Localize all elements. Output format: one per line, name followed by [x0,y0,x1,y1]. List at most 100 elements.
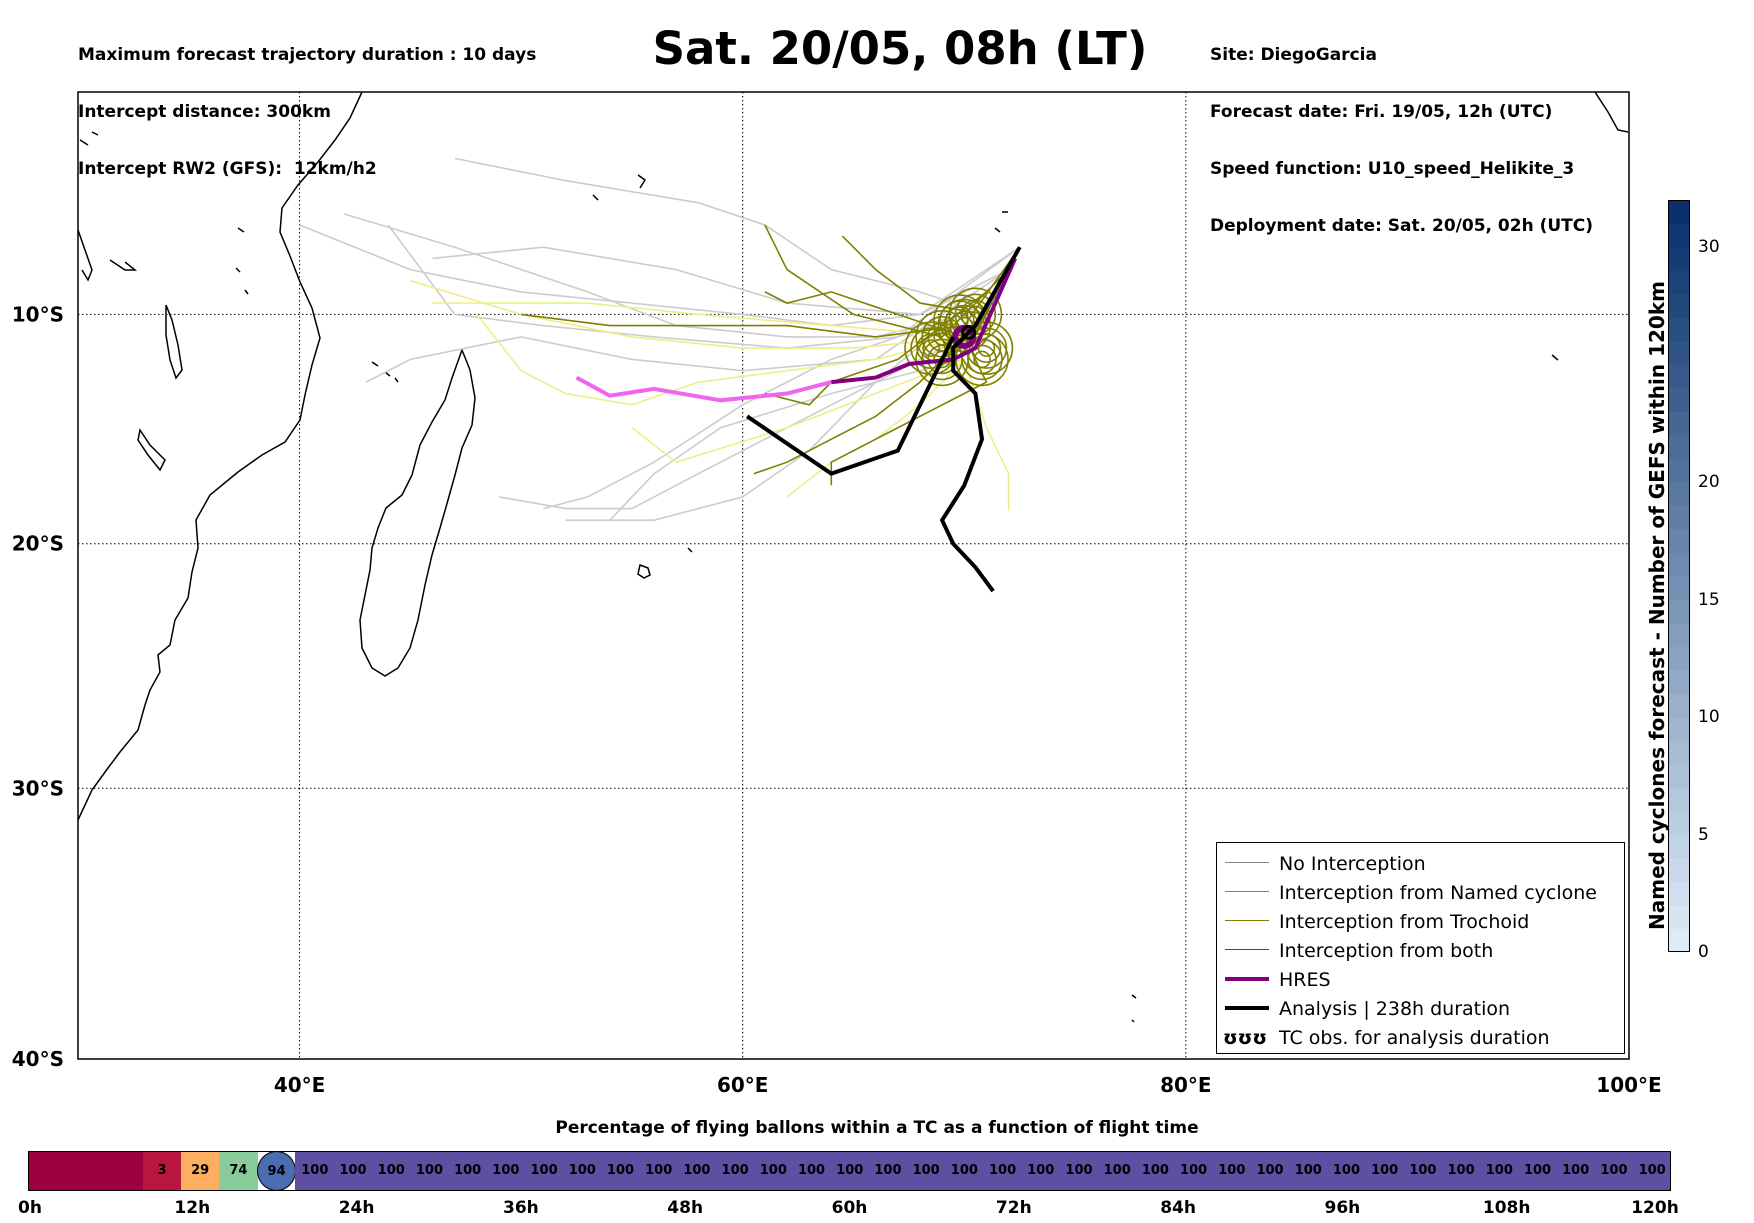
reunion-island [688,548,692,552]
timeline-tick-label: 12h [174,1198,210,1218]
colorbar-step [1668,694,1690,718]
colorbar-step [1668,271,1690,295]
legend-swatch [1225,920,1269,921]
timeline-tick-label: 48h [667,1198,703,1218]
africa-coastline [78,92,362,820]
colorbar-step [1668,623,1690,647]
legend-item: ʊʊʊ TC obs. for analysis duration [1217,1023,1624,1052]
colorbar-step [1668,741,1690,765]
colorbar-tick-label: 10 [1698,707,1720,727]
track-light [787,359,964,497]
colorbar-step [1668,341,1690,365]
colorbar-step [1668,247,1690,271]
timeline-tick-label: 0h [18,1198,42,1218]
timeline-tick-label: 60h [832,1198,868,1218]
colorbar-step [1668,224,1690,248]
timeline-tick-label: 84h [1160,1198,1196,1218]
track-no-interception [433,247,1009,314]
track-light [477,314,965,404]
lat-tick-label: 10°S [12,302,64,326]
colorbar-step [1668,647,1690,671]
colorbar-step [1668,929,1690,953]
colorbar-step [1668,529,1690,553]
timeline-title: Percentage of flying ballons within a TC… [0,1118,1754,1138]
track-light [632,359,964,462]
colorbar-step [1668,811,1690,835]
track-trochoid [754,337,965,474]
timeline-tick-label: 120h [1631,1198,1679,1218]
lake-tanganyika [138,430,165,470]
diego-garcia-area [995,212,1558,360]
legend-label: Interception from Trochoid [1279,911,1529,933]
legend-item: HRES [1217,965,1624,994]
colorbar-step [1668,835,1690,859]
tc-obs-glyph-icon: ʊʊʊ [1223,1027,1267,1049]
legend-item: No Interception [1217,849,1624,878]
track-trochoid [765,225,1009,337]
colorbar-step [1668,764,1690,788]
colorbar-step [1668,365,1690,389]
colorbar-step [1668,200,1690,224]
legend-label: HRES [1279,969,1331,991]
sumatra-edge [1595,92,1628,132]
legend-swatch [1225,1006,1269,1010]
colorbar-tick-label: 15 [1698,590,1720,610]
legend-item: Interception from both [1217,936,1624,965]
track-no-interception [455,158,987,314]
colorbar-step [1668,506,1690,530]
colorbar-step [1668,435,1690,459]
lake-malawi [166,305,182,378]
colorbar-step [1668,905,1690,929]
colorbar-step [1668,553,1690,577]
colorbar [1668,200,1690,952]
lon-tick-label: 40°E [274,1073,326,1097]
track-light [433,303,965,337]
lat-tick-label: 20°S [12,532,64,556]
colorbar-tick-label: 5 [1698,825,1709,845]
colorbar-step [1668,459,1690,483]
legend-item: Interception from Named cyclone [1217,878,1624,907]
legend-label: No Interception [1279,853,1426,875]
colorbar-step [1668,482,1690,506]
lat-tick-label: 30°S [12,776,64,800]
africa-inland-coast [78,230,135,280]
legend-item: Analysis | 238h duration [1217,994,1624,1023]
colorbar-step [1668,600,1690,624]
timeline-tick-label: 36h [503,1198,539,1218]
colorbar-step [1668,717,1690,741]
colorbar-tick-label: 20 [1698,472,1720,492]
legend-label: Interception from both [1279,940,1493,962]
lon-tick-label: 100°E [1596,1073,1661,1097]
timeline-tick-label: 96h [1325,1198,1361,1218]
legend-label: Analysis | 238h duration [1279,998,1510,1020]
lon-tick-label: 60°E [717,1073,769,1097]
maldives-islands [593,175,645,200]
colorbar-step [1668,858,1690,882]
colorbar-step [1668,882,1690,906]
lon-tick-label: 80°E [1160,1073,1212,1097]
colorbar-title: Named cyclones forecast - Number of GEFS… [1645,281,1669,930]
legend-swatch [1225,949,1269,950]
madagascar-coastline [360,350,475,676]
colorbar-step [1668,294,1690,318]
colorbar-step [1668,670,1690,694]
lat-tick-label: 40°S [12,1047,64,1071]
legend: No Interception Interception from Named c… [1216,842,1625,1054]
colorbar-step [1668,576,1690,600]
colorbar-step [1668,412,1690,436]
colorbar-tick-label: 30 [1698,237,1720,257]
legend-swatch [1225,977,1269,981]
amsterdam-islands [1132,995,1136,1022]
legend-label: Interception from Named cyclone [1279,882,1597,904]
timeline-tick-label: 72h [996,1198,1032,1218]
somalia-islands [80,132,98,145]
colorbar-step [1668,318,1690,342]
timeline-tick-label: 108h [1483,1198,1531,1218]
colorbar-step [1668,388,1690,412]
colorbar-step [1668,788,1690,812]
legend-label: TC obs. for analysis duration [1279,1027,1550,1049]
legend-item: Interception from Trochoid [1217,907,1624,936]
timeline-tick-label: 24h [339,1198,375,1218]
legend-swatch [1225,891,1269,892]
seychelles-islands [236,228,248,294]
